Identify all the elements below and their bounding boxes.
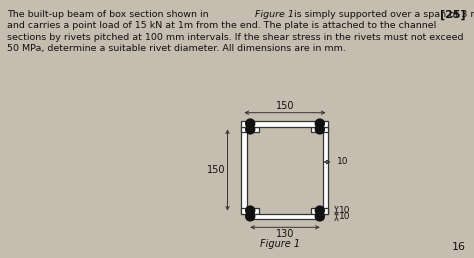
Circle shape	[246, 119, 255, 128]
Text: 10: 10	[337, 157, 348, 166]
Circle shape	[246, 125, 255, 134]
Circle shape	[246, 212, 255, 221]
Circle shape	[315, 119, 324, 128]
Text: 50 MPa, determine a suitable rivet diameter. All dimensions are in mm.: 50 MPa, determine a suitable rivet diame…	[7, 44, 346, 53]
Bar	[241, 121, 328, 126]
Text: 10: 10	[338, 212, 350, 221]
Text: 130: 130	[276, 229, 294, 239]
Bar	[247, 214, 323, 219]
Text: 150: 150	[276, 101, 294, 111]
Bar	[311, 208, 328, 214]
Circle shape	[315, 125, 324, 134]
Text: and carries a point load of 15 kN at 1m from the end. The plate is attached to t: and carries a point load of 15 kN at 1m …	[7, 21, 436, 30]
Text: 10: 10	[338, 206, 350, 215]
Text: The built-up beam of box section shown in: The built-up beam of box section shown i…	[7, 10, 211, 19]
Bar	[241, 126, 259, 132]
Bar	[311, 126, 328, 132]
Circle shape	[315, 212, 324, 221]
Circle shape	[246, 206, 255, 215]
Text: [25]: [25]	[440, 10, 466, 20]
Bar	[241, 208, 259, 214]
Text: Figure 1: Figure 1	[255, 10, 294, 19]
Text: 16: 16	[452, 242, 466, 252]
Text: sections by rivets pitched at 100 mm intervals. If the shear stress in the rivet: sections by rivets pitched at 100 mm int…	[7, 33, 464, 42]
Bar	[323, 126, 328, 214]
Circle shape	[315, 206, 324, 215]
Bar	[241, 126, 247, 214]
Text: 150: 150	[207, 165, 226, 175]
Text: Figure 1: Figure 1	[260, 239, 300, 249]
Text: is simply supported over a span of 3 m: is simply supported over a span of 3 m	[291, 10, 474, 19]
